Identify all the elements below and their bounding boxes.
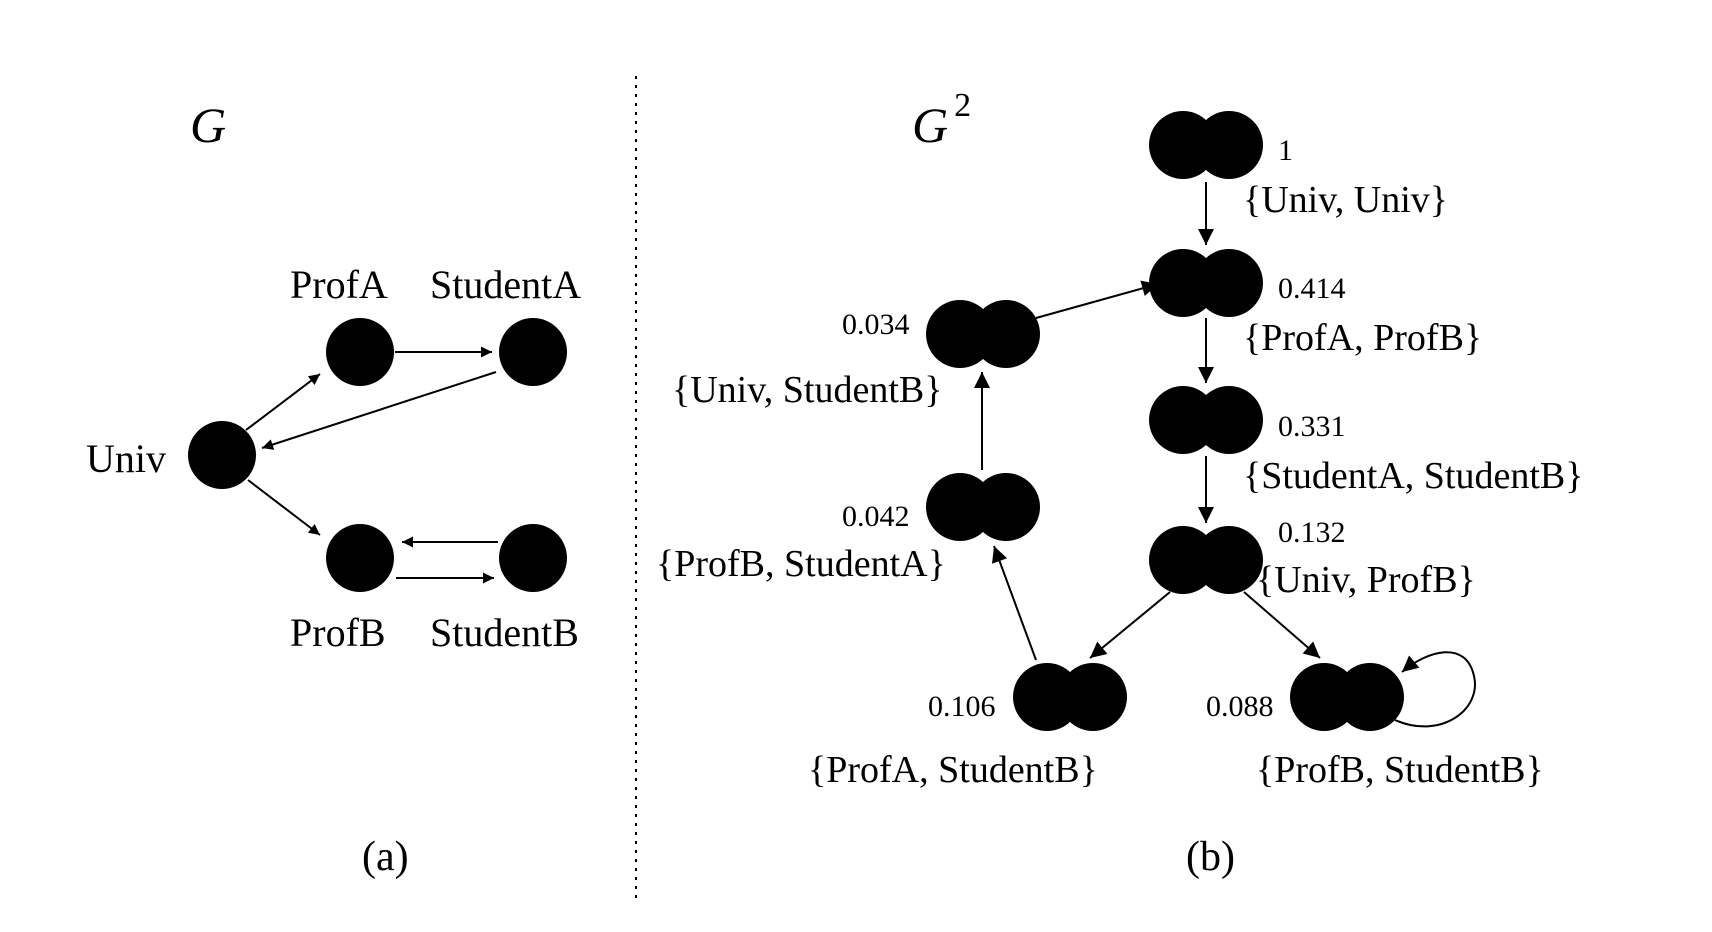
edge-studenta-univ bbox=[261, 371, 497, 450]
set-label-profb-studenta: {ProfB, StudentA} bbox=[656, 543, 946, 585]
node-profb-studenta bbox=[926, 473, 1040, 541]
edge-univprofb-profastudentb bbox=[1089, 591, 1171, 659]
edge-univ-profb bbox=[247, 479, 321, 536]
node-univ-studentb bbox=[926, 300, 1040, 368]
node-profb-studentb bbox=[1290, 663, 1404, 731]
node-studentb bbox=[499, 524, 567, 592]
edge-univstudentb-profaprofb bbox=[1035, 280, 1159, 319]
score-profa-profb: 0.414 bbox=[1278, 272, 1346, 305]
score-profb-studentb: 0.088 bbox=[1206, 690, 1274, 723]
score-univ-profb: 0.132 bbox=[1278, 516, 1346, 549]
node-univ-profb bbox=[1149, 526, 1263, 594]
score-univ-studentb: 0.034 bbox=[842, 308, 910, 341]
node-studenta-studentb bbox=[1149, 386, 1263, 454]
set-label-univ-studentb: {Univ, StudentB} bbox=[672, 369, 942, 411]
set-label-univ-univ: {Univ, Univ} bbox=[1243, 179, 1448, 221]
set-label-profa-profb: {ProfA, ProfB} bbox=[1243, 317, 1482, 359]
panel-b-caption: (b) bbox=[1186, 834, 1235, 880]
panel-a-caption: (a) bbox=[362, 834, 409, 880]
node-univ bbox=[188, 421, 256, 489]
panel-a-title: G bbox=[190, 97, 226, 153]
edge-univ-profa bbox=[245, 373, 321, 431]
label-profa: ProfA bbox=[290, 262, 388, 307]
edge-profastudentb-profbstudenta bbox=[992, 545, 1037, 661]
node-univ-univ bbox=[1149, 111, 1263, 179]
node-profb bbox=[326, 524, 394, 592]
score-profb-studenta: 0.042 bbox=[842, 500, 910, 533]
node-studenta bbox=[499, 318, 567, 386]
set-label-studenta-studentb: {StudentA, StudentB} bbox=[1243, 455, 1584, 497]
label-studentb: StudentB bbox=[430, 610, 579, 655]
set-label-profa-studentb: {ProfA, StudentB} bbox=[808, 749, 1098, 791]
node-profa-profb bbox=[1149, 249, 1263, 317]
panel-a: G Univ ProfA StudentA ProfB StudentB (a) bbox=[86, 97, 581, 880]
node-profa bbox=[326, 318, 394, 386]
score-studenta-studentb: 0.331 bbox=[1278, 410, 1346, 443]
edge-profbstudentb-selfloop bbox=[1394, 651, 1476, 728]
edge-univprofb-profbstudentb bbox=[1243, 591, 1321, 659]
set-label-profb-studentb: {ProfB, StudentB} bbox=[1256, 749, 1544, 791]
label-profb: ProfB bbox=[290, 610, 386, 655]
set-label-univ-profb: {Univ, ProfB} bbox=[1256, 559, 1476, 601]
score-univ-univ: 1 bbox=[1278, 134, 1293, 167]
score-profa-studentb: 0.106 bbox=[928, 690, 996, 723]
node-profa-studentb bbox=[1013, 663, 1127, 731]
label-studenta: StudentA bbox=[430, 262, 581, 307]
label-univ: Univ bbox=[86, 436, 166, 481]
